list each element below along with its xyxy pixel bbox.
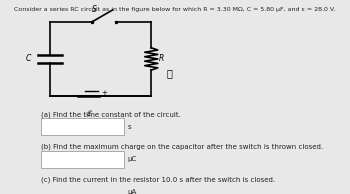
Bar — [41, 118, 125, 135]
Text: +: + — [101, 90, 107, 96]
Text: μC: μC — [127, 156, 137, 162]
Text: μA: μA — [127, 189, 137, 194]
Text: C: C — [26, 55, 31, 63]
Bar — [41, 151, 125, 168]
Text: (c) Find the current in the resistor 10.0 s after the switch is closed.: (c) Find the current in the resistor 10.… — [41, 177, 275, 183]
Text: S: S — [92, 5, 97, 14]
Text: s: s — [127, 124, 131, 130]
Bar — [41, 184, 125, 194]
Text: -: - — [73, 92, 76, 98]
Text: R: R — [159, 55, 164, 63]
Text: $\mathcal{E}$: $\mathcal{E}$ — [85, 108, 92, 118]
Text: (b) Find the maximum charge on the capacitor after the switch is thrown closed.: (b) Find the maximum charge on the capac… — [41, 144, 323, 151]
Text: (a) Find the time constant of the circuit.: (a) Find the time constant of the circui… — [41, 111, 181, 118]
Text: Consider a series RC circuit as in the figure below for which R = 3.30 MΩ, C = 5: Consider a series RC circuit as in the f… — [14, 7, 336, 11]
Text: ⓘ: ⓘ — [166, 68, 172, 79]
